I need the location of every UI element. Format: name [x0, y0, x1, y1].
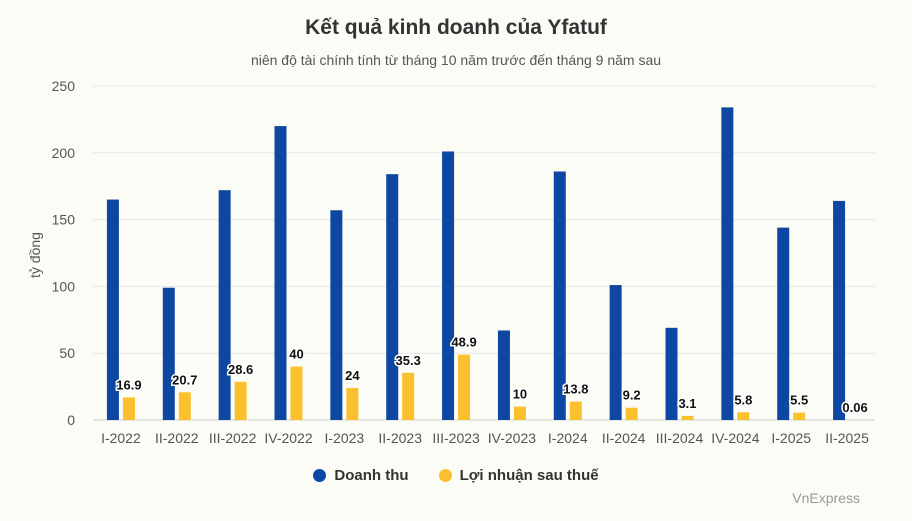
y-axis-ticks: 0 50 100 150 200 250 [52, 78, 76, 428]
bar-profit[interactable] [458, 354, 471, 420]
bar-revenue[interactable] [721, 107, 734, 420]
source-credit: VnExpress [792, 490, 860, 506]
bar-profit[interactable] [122, 397, 135, 420]
bar-profit[interactable] [681, 415, 694, 420]
bar-profit[interactable] [290, 366, 303, 420]
x-tick-label: I-2024 [548, 430, 588, 446]
x-tick-label: II-2022 [155, 430, 199, 446]
legend-label-profit: Lợi nhuận sau thuế [459, 467, 599, 484]
bar-revenue[interactable] [497, 330, 510, 420]
x-tick-label: IV-2023 [488, 430, 536, 446]
data-label-profit: 13.8 [563, 382, 588, 397]
data-label-profit: 0.06 [842, 400, 867, 415]
x-tick-label: III-2024 [656, 430, 704, 446]
bar-profit[interactable] [346, 387, 359, 420]
legend-item-revenue[interactable]: Doanh thu [313, 467, 409, 484]
data-labels: 16.9 20.7 28.6 40 24 35.3 48.9 10 13.8 9.2 3.1 5.8 5… [115, 333, 869, 416]
y-tick-label: 150 [52, 212, 76, 228]
legend-label-revenue: Doanh thu [334, 467, 409, 484]
grid-lines [93, 85, 875, 421]
bar-profit[interactable] [793, 412, 806, 420]
data-label-profit: 5.5 [790, 393, 808, 408]
data-label-profit: 9.2 [623, 388, 641, 403]
data-label-profit: 40 [289, 347, 303, 362]
chart-title: Kết quả kinh doanh của Yfatuf [305, 16, 607, 39]
y-tick-label: 250 [52, 78, 76, 94]
x-tick-label: I-2023 [325, 430, 365, 446]
bar-profit[interactable] [402, 372, 415, 420]
bar-profit[interactable] [513, 406, 526, 420]
bar-revenue[interactable] [553, 171, 566, 420]
bar-revenue[interactable] [777, 227, 790, 420]
x-tick-label: III-2023 [432, 430, 480, 446]
legend: Doanh thu Lợi nhuận sau thuế [0, 467, 912, 484]
bar-revenue[interactable] [218, 190, 231, 420]
y-tick-label: 100 [52, 278, 76, 294]
data-label-profit: 10 [513, 387, 527, 402]
bar-revenue[interactable] [274, 126, 287, 420]
data-label-profit: 5.8 [734, 392, 752, 407]
x-tick-label: I-2025 [771, 430, 811, 446]
x-tick-label: II-2025 [825, 430, 869, 446]
bar-revenue[interactable] [833, 200, 846, 420]
bar-profit[interactable] [178, 392, 191, 420]
data-label-profit: 48.9 [451, 335, 476, 350]
data-label-profit: 24 [345, 368, 360, 383]
x-axis-ticks: I-2022 II-2022 III-2022 IV-2022 I-2023 II-202… [101, 430, 869, 446]
bar-revenue[interactable] [609, 285, 622, 420]
data-label-profit: 16.9 [116, 377, 141, 392]
data-label-profit: 20.7 [172, 372, 197, 387]
y-tick-label: 200 [52, 145, 76, 161]
x-tick-label: III-2022 [209, 430, 257, 446]
bars [106, 107, 862, 421]
bar-revenue[interactable] [665, 327, 678, 420]
chart-subtitle: niên độ tài chính tính từ tháng 10 năm t… [250, 52, 662, 68]
bar-revenue[interactable] [442, 151, 455, 421]
x-tick-label: IV-2022 [264, 430, 312, 446]
data-label-profit: 35.3 [396, 353, 421, 368]
y-tick-label: 0 [67, 412, 75, 428]
bar-revenue[interactable] [106, 199, 119, 420]
bar-profit[interactable] [569, 401, 582, 420]
data-label-profit: 3.1 [678, 396, 696, 411]
legend-marker-revenue [313, 469, 327, 482]
bar-revenue[interactable] [330, 210, 343, 420]
bar-chart: 0 50 100 150 200 250 tỷ đồng 16.9 20.7 28.6 40 24… [27, 78, 875, 446]
x-tick-label: I-2022 [101, 430, 141, 446]
y-tick-label: 50 [59, 345, 75, 361]
bar-profit[interactable] [625, 407, 638, 420]
bar-profit[interactable] [737, 412, 750, 420]
x-tick-label: IV-2024 [711, 430, 759, 446]
bar-profit[interactable] [234, 381, 247, 420]
x-tick-label: II-2023 [378, 430, 422, 446]
legend-marker-profit [438, 469, 452, 482]
legend-item-profit[interactable]: Lợi nhuận sau thuế [438, 467, 599, 484]
bar-revenue[interactable] [162, 287, 175, 420]
x-tick-label: II-2024 [602, 430, 646, 446]
data-label-profit: 28.6 [228, 362, 253, 377]
bar-revenue[interactable] [386, 174, 399, 420]
y-axis-label: tỷ đồng [27, 232, 43, 278]
